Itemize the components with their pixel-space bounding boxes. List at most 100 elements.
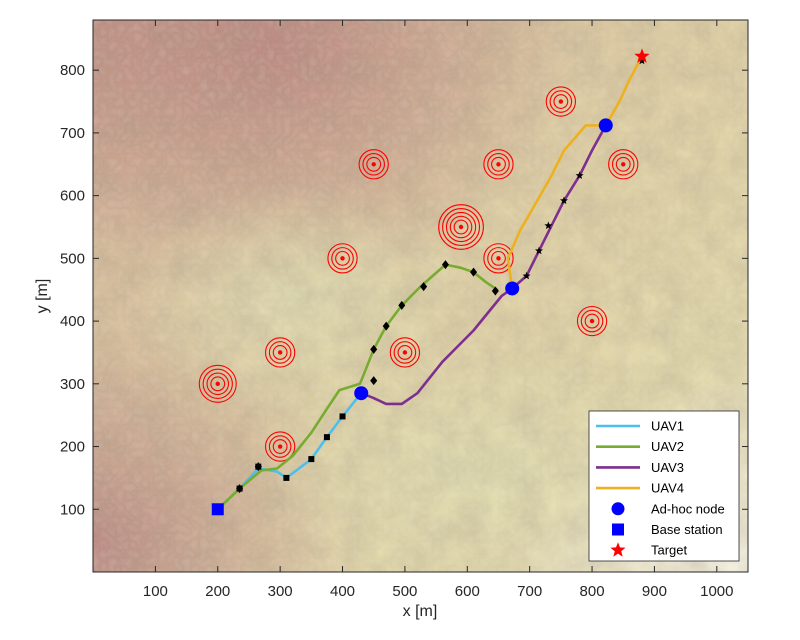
- legend-label: UAV1: [651, 419, 684, 434]
- legend-label: Base station: [651, 522, 723, 537]
- legend-label: Ad-hoc node: [651, 501, 725, 516]
- threat-ring: [362, 152, 385, 176]
- legend-circle-swatch: [611, 502, 625, 516]
- threat-ring: [453, 219, 469, 235]
- axis-ticks: 100 200 300 400 500 600 700 800 900 1000 100 200 300…: [60, 20, 748, 600]
- waypoint-square: [283, 474, 290, 481]
- threat-zone: [608, 149, 639, 180]
- threat-zone: [483, 149, 514, 180]
- threat-zone: [264, 431, 296, 462]
- target-star: [634, 48, 650, 63]
- threat-ring: [576, 305, 608, 337]
- x-tick-label: 500: [392, 583, 417, 600]
- y-tick-label: 300: [60, 376, 85, 393]
- threat-ring: [549, 90, 573, 113]
- legend-entry: Ad-hoc node: [611, 501, 725, 516]
- threat-ring: [331, 247, 354, 270]
- threat-ring: [327, 243, 358, 274]
- legend-entry: UAV1: [596, 419, 684, 434]
- legend-entry: UAV4: [596, 481, 684, 496]
- legend-star-swatch: [610, 542, 626, 557]
- legend: UAV1 UAV2 UAV3 UAV4 Ad-hoc node Base station T…: [588, 410, 740, 562]
- y-axis-label: y [m]: [34, 279, 51, 314]
- y-tick-label: 200: [60, 439, 85, 456]
- waypoint-star: [638, 56, 646, 65]
- threat-ring: [268, 435, 292, 458]
- path-uav2: [216, 263, 499, 511]
- threat-ring: [272, 345, 288, 360]
- threat-zone: [264, 337, 296, 368]
- plot-area: [93, 20, 748, 572]
- threat-ring: [438, 204, 484, 250]
- threat-ring: [491, 250, 506, 266]
- y-tick-label: 700: [60, 125, 85, 142]
- threat-ring: [445, 211, 477, 243]
- path-uav4: [506, 55, 644, 290]
- threat-ring: [264, 431, 296, 462]
- threat-center: [589, 318, 595, 324]
- threat-ring: [608, 149, 639, 180]
- threat-center: [340, 256, 345, 261]
- threat-ring: [615, 156, 631, 172]
- threat-ring: [397, 345, 413, 360]
- waypoint-diamond: [370, 376, 378, 386]
- waypoint-diamond: [398, 300, 406, 310]
- threat-ring: [483, 243, 514, 274]
- x-tick-label: 1000: [700, 583, 733, 600]
- threat-center: [496, 162, 501, 167]
- waypoint-diamond: [441, 260, 449, 270]
- threat-zone: [545, 86, 577, 117]
- threat-ring: [483, 149, 514, 180]
- threat-ring: [268, 341, 292, 364]
- legend-entry: Target: [610, 542, 688, 558]
- waypoint-square: [339, 413, 346, 420]
- base-station: [211, 503, 224, 516]
- legend-entry: Base station: [612, 522, 723, 537]
- waypoint-star: [535, 246, 543, 255]
- waypoint-square: [323, 434, 330, 441]
- waypoint-star: [575, 171, 584, 179]
- legend-label: UAV3: [651, 460, 684, 475]
- threat-ring: [264, 337, 296, 368]
- threat-ring: [393, 341, 417, 364]
- threat-ring: [611, 152, 635, 176]
- adhoc-node: [598, 118, 613, 133]
- threat-ring: [545, 86, 577, 117]
- threat-ring: [198, 364, 237, 403]
- plot-frame: [92, 19, 749, 573]
- threat-ring: [449, 215, 473, 239]
- waypoint-diamond: [236, 484, 244, 494]
- adhoc-node: [505, 281, 520, 296]
- path-uav1: [216, 391, 363, 511]
- threat-ring: [335, 250, 350, 266]
- threat-ring: [272, 439, 288, 454]
- x-tick-label: 800: [580, 583, 605, 600]
- threat-center: [277, 444, 283, 449]
- threat-ring: [366, 156, 382, 172]
- legend-label: UAV2: [651, 439, 684, 454]
- threat-zones: [198, 86, 639, 462]
- threat-center: [277, 350, 283, 355]
- threat-zone: [389, 337, 421, 368]
- x-tick-label: 600: [455, 583, 480, 600]
- threat-ring: [389, 337, 421, 368]
- threat-zone: [358, 149, 389, 180]
- x-tick-label: 300: [268, 583, 293, 600]
- threat-center: [458, 224, 464, 230]
- y-tick-label: 600: [60, 188, 85, 205]
- threat-zone: [438, 204, 484, 250]
- legend-label: UAV4: [651, 481, 684, 496]
- legend-entry: UAV3: [596, 460, 684, 475]
- threat-zone: [576, 305, 608, 337]
- y-tick-label: 800: [60, 62, 85, 79]
- x-tick-label: 200: [205, 583, 230, 600]
- x-tick-label: 100: [143, 583, 168, 600]
- adhoc-node: [354, 386, 369, 401]
- threat-center: [496, 256, 501, 261]
- waypoint-diamond: [470, 267, 478, 277]
- waypoint-diamond: [254, 462, 262, 472]
- waypoint-diamond: [370, 344, 378, 354]
- threat-ring: [580, 309, 604, 333]
